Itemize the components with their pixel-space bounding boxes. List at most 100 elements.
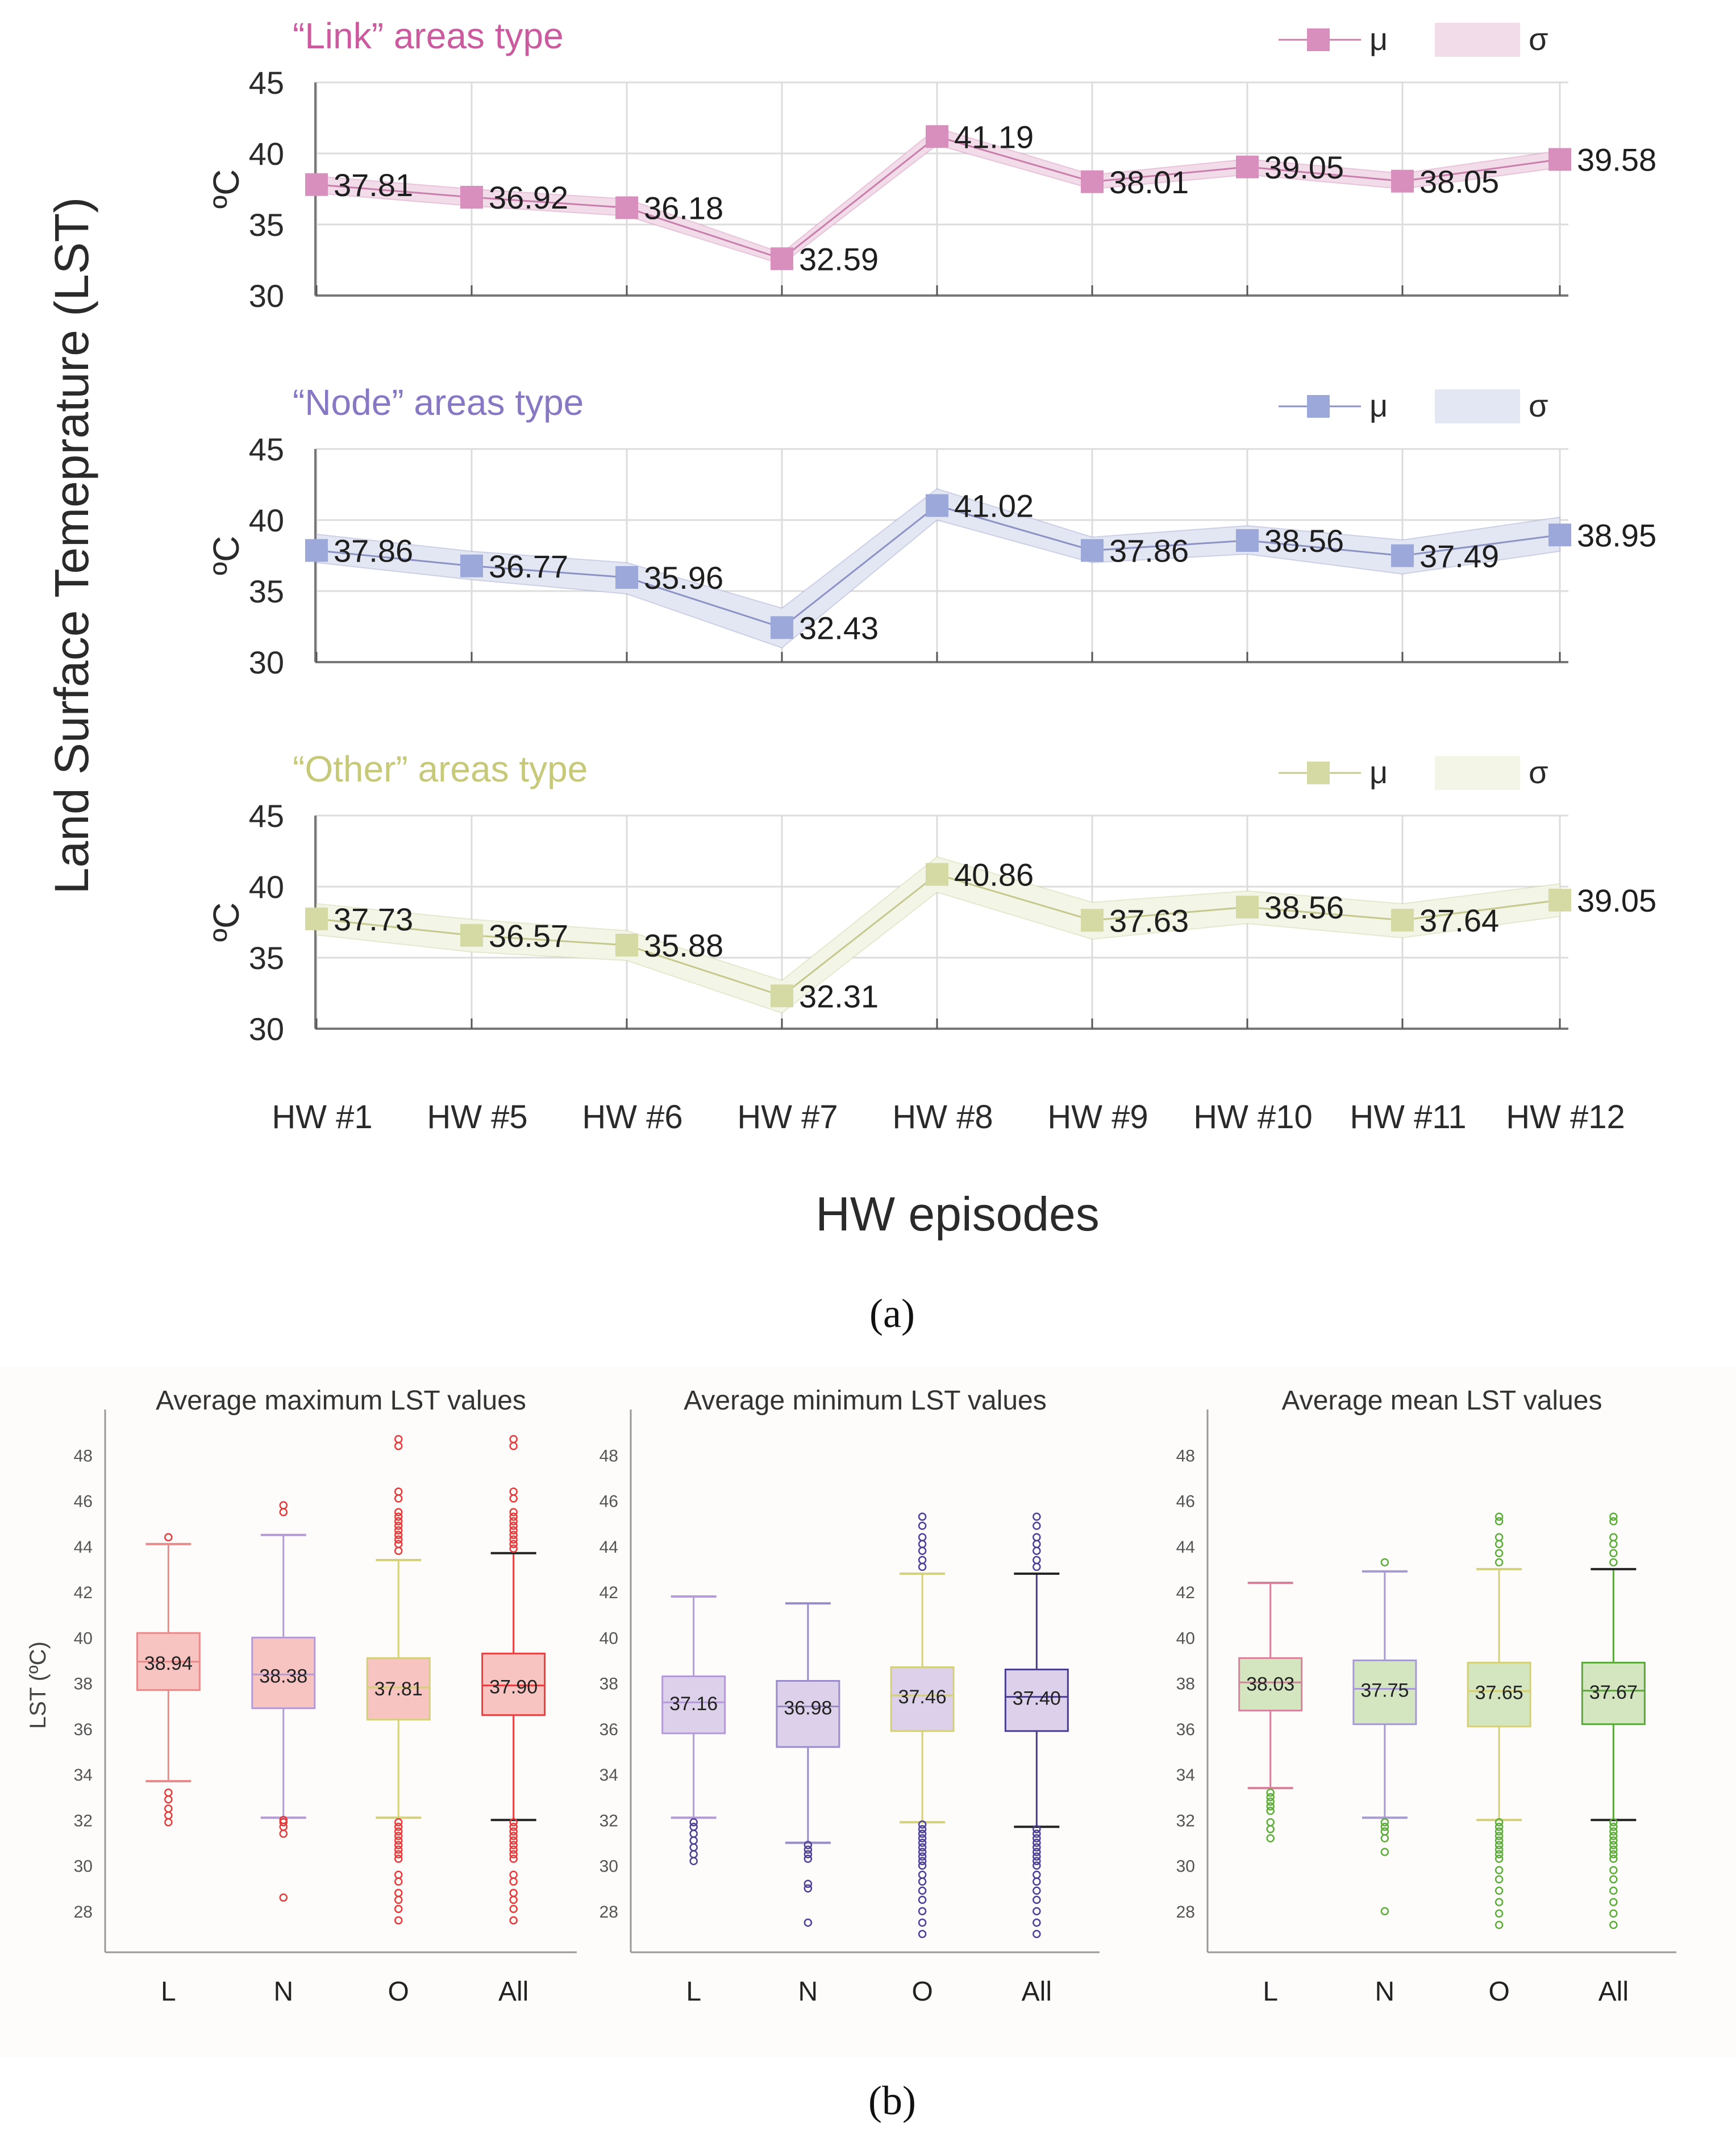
outlier-point <box>1609 1845 1618 1854</box>
y-tick-label: 40 <box>600 1629 618 1648</box>
median-label: 37.65 <box>1475 1682 1523 1704</box>
data-point <box>615 934 638 957</box>
outlier-point <box>918 1839 927 1847</box>
data-label: 37.81 <box>334 167 413 203</box>
outlier-point <box>509 1818 518 1827</box>
iqr-box <box>366 1657 431 1721</box>
outlier-point <box>509 1841 518 1849</box>
outlier-point <box>1033 1861 1041 1870</box>
outlier-point <box>918 1895 927 1904</box>
box-L: 38.94 L <box>136 1533 201 2007</box>
outlier-point <box>1033 1895 1041 1904</box>
panel-a-xlabel: HW episodes <box>815 1187 1100 1241</box>
y-tick-label: 36 <box>74 1720 93 1739</box>
outlier-point <box>1494 1823 1504 1831</box>
y-tick-label: 38 <box>1176 1675 1195 1694</box>
chart-title: “Other” areas type <box>293 749 588 789</box>
outlier-point <box>1609 1898 1618 1906</box>
outlier-point <box>1033 1521 1041 1530</box>
panel-ylabel: ºC <box>206 169 247 209</box>
outlier-point <box>394 1836 403 1845</box>
legend-sigma-label: σ <box>1529 21 1548 57</box>
outlier-point <box>1380 1823 1389 1831</box>
data-point <box>1391 169 1414 193</box>
outlier-point <box>394 1916 403 1925</box>
outlier-point <box>1266 1806 1275 1815</box>
data-label: 40.86 <box>954 857 1034 893</box>
outlier-point <box>918 1861 927 1870</box>
x-tick-label: L <box>1263 1977 1278 2007</box>
box-All: 37.90 All <box>481 1435 546 2007</box>
box-O: 37.65 O <box>1467 1512 1531 2007</box>
outlier-point <box>394 1526 403 1535</box>
y-tick-label: 40 <box>74 1629 93 1648</box>
data-point <box>926 863 948 886</box>
line-chart-2: 30 35 40 45 ºC “Node” areas type μ σ 37.86 36.77 3… <box>206 382 1656 680</box>
outlier-point <box>918 1521 927 1530</box>
outlier-point <box>1266 1834 1275 1843</box>
outlier-point <box>1494 1549 1504 1558</box>
outlier-point <box>1609 1841 1618 1849</box>
outlier-point <box>1609 1886 1618 1895</box>
legend-mu-marker <box>1307 762 1330 784</box>
median-label: 37.75 <box>1360 1680 1409 1702</box>
outlier-point <box>1494 1850 1504 1858</box>
data-point <box>1548 888 1571 912</box>
outlier-point <box>918 1834 927 1843</box>
outlier-point <box>1494 1875 1504 1883</box>
legend-sigma-swatch <box>1435 756 1520 790</box>
median-label: 37.90 <box>489 1677 538 1698</box>
data-label: 37.64 <box>1419 903 1499 938</box>
y-tick-label: 44 <box>600 1538 618 1557</box>
y-tick-label: 32 <box>1176 1811 1195 1830</box>
iqr-box <box>1352 1659 1417 1725</box>
outlier-point <box>1033 1825 1041 1833</box>
box-ylabel: LST (ºC) <box>26 1641 51 1729</box>
outlier-point <box>509 1487 518 1496</box>
x-tick-label: HW #1 <box>272 1099 372 1136</box>
outlier-point <box>1609 1549 1618 1558</box>
outlier-point <box>394 1508 403 1516</box>
outlier-point <box>1609 1850 1618 1858</box>
sigma-band <box>316 488 1560 649</box>
x-tick-label: HW #7 <box>737 1099 838 1136</box>
outlier-point <box>1609 1517 1618 1525</box>
x-tick-label: N <box>798 1977 818 2007</box>
outlier-point <box>164 1818 173 1827</box>
outlier-point <box>394 1818 403 1827</box>
data-point <box>771 247 793 271</box>
data-label: 36.18 <box>644 190 723 226</box>
outlier-point <box>1494 1517 1504 1525</box>
outlier-point <box>1609 1827 1618 1836</box>
x-tick-label: HW #9 <box>1047 1099 1148 1136</box>
outlier-point <box>804 1850 813 1858</box>
x-tick-label: HW #6 <box>582 1099 682 1136</box>
y-tick-label: 40 <box>1176 1629 1195 1648</box>
outlier-point <box>1380 1834 1389 1843</box>
outlier-point <box>1494 1818 1504 1827</box>
outlier-point <box>1494 1886 1504 1895</box>
outlier-point <box>1494 1855 1504 1863</box>
outlier-point <box>1609 1866 1618 1874</box>
data-label: 35.88 <box>644 928 723 963</box>
data-label: 39.05 <box>1577 883 1656 918</box>
outlier-point <box>918 1930 927 1939</box>
box-chart-3: 28 30 32 34 36 38 40 42 44 46 48 Average mean LST v… <box>1176 1386 1676 2007</box>
outlier-point <box>1033 1886 1041 1895</box>
median-label: 38.94 <box>144 1653 193 1674</box>
box-chart-1: 28 30 32 34 36 38 40 42 44 46 48 LST (ºC) Average ma… <box>26 1386 577 2007</box>
x-tick-label: O <box>1488 1977 1509 2007</box>
data-label: 39.05 <box>1264 149 1344 185</box>
box-panels: 28 30 32 34 36 38 40 42 44 46 48 LST (ºC) Average ma… <box>26 1386 1676 2007</box>
x-tick-label: O <box>388 1977 409 2007</box>
line-chart-1: 30 35 40 45 ºC “Link” areas type μ σ 37.81 36.92 3… <box>206 15 1656 314</box>
outlier-point <box>1494 1909 1504 1918</box>
outlier-point <box>509 1521 518 1530</box>
iqr-box <box>251 1636 316 1710</box>
outlier-point <box>804 1880 813 1888</box>
data-label: 41.19 <box>954 119 1034 155</box>
outlier-point <box>509 1540 518 1548</box>
y-tick-label: 45 <box>249 65 284 101</box>
legend-mu-label: μ <box>1369 754 1388 790</box>
data-point <box>771 984 793 1008</box>
